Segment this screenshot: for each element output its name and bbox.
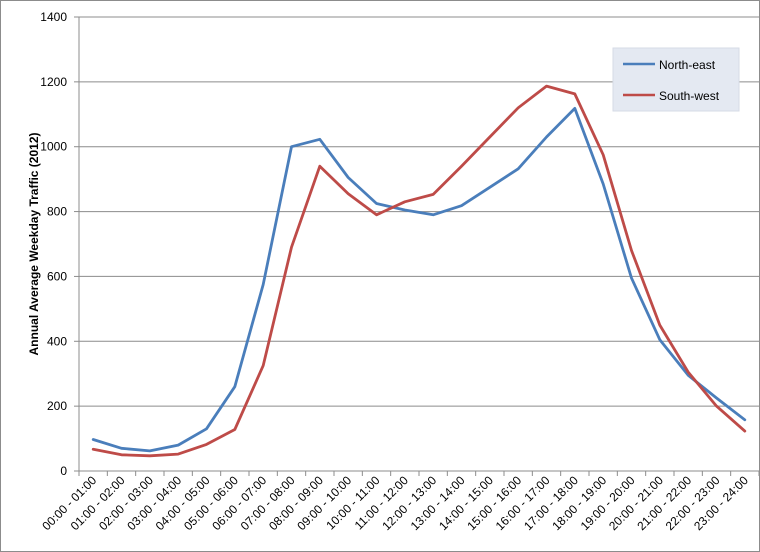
y-tick-label: 1400 [40,10,67,24]
series-line-south-west [91,84,747,458]
series-lines [91,84,747,458]
legend-label-north-east: North-east [659,58,716,72]
y-tick-label: 200 [47,399,67,413]
y-tick-label: 800 [47,205,67,219]
axes [74,16,759,476]
gridlines [79,16,759,407]
y-axis-title: Annual Average Weekday Traffic (2012) [27,133,41,356]
y-tick-label: 400 [47,334,67,348]
y-tick-label: 600 [47,269,67,283]
legend-box [612,47,740,112]
y-tick-labels: 0 200 400 600 800 1000 1200 1400 [40,10,67,478]
legend: North-east South-west [612,47,740,112]
y-tick-label: 0 [60,464,67,478]
series-line-north-east [91,107,747,453]
y-tick-label: 1000 [40,140,67,154]
legend-label-south-west: South-west [659,89,720,103]
y-tick-label: 1200 [40,75,67,89]
